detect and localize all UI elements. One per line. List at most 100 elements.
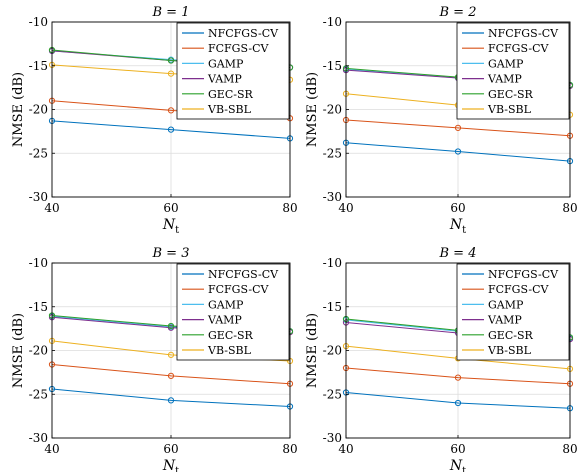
y-axis-label: NMSE (dB): [11, 313, 26, 388]
y-tick-label: -30: [323, 431, 342, 445]
x-tick-label: 40: [44, 201, 59, 215]
y-tick-label: -15: [323, 59, 342, 73]
x-tick-label: 80: [282, 442, 297, 456]
legend-label-nfcfgs-cv: NFCFGS-CV: [488, 268, 559, 281]
series-line-nfcfgs-cv: [345, 392, 571, 409]
legend-label-gamp: GAMP: [488, 298, 524, 311]
y-tick-label: -30: [29, 190, 48, 204]
legend-label-nfcfgs-cv: NFCFGS-CV: [208, 268, 279, 281]
data-point-vb-sbl: [167, 351, 175, 358]
legend-label-gec-sr: GEC-SR: [208, 329, 253, 342]
x-tick-label: 40: [44, 442, 59, 456]
x-axis-label: Nt: [449, 458, 466, 472]
y-tick-label: -25: [323, 146, 342, 160]
legend-label-vb-sbl: VB-SBL: [207, 103, 252, 116]
x-tick-label: 60: [163, 201, 178, 215]
y-tick-label: -10: [323, 256, 342, 270]
x-axis-label: Nt: [449, 217, 466, 236]
data-point-nfcfgs-cv: [167, 397, 175, 404]
series-line-nfcfgs-cv: [51, 120, 291, 139]
legend-label-fcfgs-cv: FCFGS-CV: [208, 283, 270, 296]
legend-label-vamp: VAMP: [207, 73, 242, 86]
series-line-fcfgs-cv: [51, 364, 291, 385]
chart-panel-3: 40 60 80 -30 -25 -20 -15 -10 B = 3 Nt NMSE (dB) NFC…: [11, 246, 298, 472]
y-tick-label: -20: [29, 344, 48, 358]
legend-box: [176, 22, 290, 120]
y-tick-label: -20: [323, 103, 342, 117]
x-tick-label: 40: [338, 442, 353, 456]
legend-label-nfcfgs-cv: NFCFGS-CV: [488, 27, 559, 40]
data-point-nfcfgs-cv: [167, 126, 175, 133]
y-tick-label: -30: [323, 190, 342, 204]
data-point-fcfgs-cv: [167, 372, 175, 379]
series-line-nfcfgs-cv: [345, 142, 571, 162]
legend-label-fcfgs-cv: FCFGS-CV: [488, 283, 550, 296]
series-line-nfcfgs-cv: [51, 388, 291, 407]
data-point-fcfgs-cv: [454, 374, 462, 381]
chart-panel-4: 40 60 80 -30 -25 -20 -15 -10 B = 4 Nt NMSE (dB) NFC…: [305, 246, 578, 472]
chart-title: B = 4: [439, 246, 477, 261]
legend-label-gamp: GAMP: [208, 57, 244, 70]
legend-label-gamp: GAMP: [488, 57, 524, 70]
data-point-nfcfgs-cv: [454, 399, 462, 407]
legend-label-gec-sr: GEC-SR: [488, 88, 533, 101]
legend-box: [456, 22, 570, 120]
legend-label-gamp: GAMP: [208, 298, 244, 311]
y-tick-label: -10: [29, 256, 48, 270]
legend: NFCFGS-CV FCFGS-CV GAMP VAMP GEC-SR VB-SBL: [176, 22, 290, 120]
legend-label-nfcfgs-cv: NFCFGS-CV: [208, 27, 279, 40]
legend-label-fcfgs-cv: FCFGS-CV: [488, 42, 550, 55]
legend-label-fcfgs-cv: FCFGS-CV: [208, 42, 270, 55]
chart-panel-1: 40 60 80 -30 -25 -20 -15 -10 B = 1 Nt NMSE (dB) NFC…: [11, 5, 298, 236]
x-axis-label: Nt: [162, 458, 179, 472]
data-point-fcfgs-cv: [454, 124, 462, 131]
legend: NFCFGS-CV FCFGS-CV GAMP VAMP GEC-SR VB-SBL: [176, 263, 290, 361]
legend-box: [176, 263, 290, 361]
y-tick-label: -30: [29, 431, 48, 445]
y-tick-label: -10: [29, 15, 48, 29]
x-tick-label: 60: [163, 442, 178, 456]
x-tick-label: 80: [282, 201, 297, 215]
legend: NFCFGS-CV FCFGS-CV GAMP VAMP GEC-SR VB-SBL: [456, 263, 570, 361]
y-tick-label: -15: [323, 300, 342, 314]
legend-label-vb-sbl: VB-SBL: [487, 344, 532, 357]
x-tick-label: 40: [338, 201, 353, 215]
y-axis-label: NMSE (dB): [305, 72, 320, 147]
x-tick-label: 60: [450, 201, 465, 215]
legend-label-vamp: VAMP: [487, 73, 522, 86]
legend: NFCFGS-CV FCFGS-CV GAMP VAMP GEC-SR VB-SBL: [456, 22, 570, 120]
y-tick-label: -15: [29, 59, 48, 73]
y-tick-label: -25: [29, 387, 48, 401]
series-line-fcfgs-cv: [345, 367, 571, 385]
series-line-fcfgs-cv: [345, 119, 571, 137]
y-axis-label: NMSE (dB): [11, 72, 26, 147]
x-tick-label: 80: [562, 201, 577, 215]
legend-label-vb-sbl: VB-SBL: [207, 344, 252, 357]
y-tick-label: -25: [323, 387, 342, 401]
data-point-nfcfgs-cv: [454, 148, 462, 155]
data-point-vb-sbl: [167, 70, 175, 77]
y-tick-label: -15: [29, 300, 48, 314]
x-tick-label: 80: [562, 442, 577, 456]
y-tick-label: -10: [323, 15, 342, 29]
chart-title: B = 1: [152, 5, 190, 20]
y-tick-label: -25: [29, 146, 48, 160]
chart-title: B = 3: [152, 246, 190, 261]
data-point-gec-sr: [167, 322, 175, 330]
legend-label-gec-sr: GEC-SR: [488, 329, 533, 342]
legend-label-vamp: VAMP: [207, 314, 242, 327]
legend-label-vb-sbl: VB-SBL: [487, 103, 532, 116]
legend-label-gec-sr: GEC-SR: [208, 88, 253, 101]
data-point-gec-sr: [167, 57, 175, 64]
data-point-fcfgs-cv: [167, 107, 175, 114]
chart-title: B = 2: [439, 5, 477, 20]
x-axis-label: Nt: [162, 217, 179, 236]
chart-panel-2: 40 60 80 -30 -25 -20 -15 -10 B = 2 Nt NMSE (dB) NFC…: [305, 5, 578, 236]
x-tick-label: 60: [450, 442, 465, 456]
legend-box: [456, 263, 570, 361]
y-axis-label: NMSE (dB): [305, 313, 320, 388]
y-tick-label: -20: [323, 344, 342, 358]
y-tick-label: -20: [29, 103, 48, 117]
legend-label-vamp: VAMP: [487, 314, 522, 327]
